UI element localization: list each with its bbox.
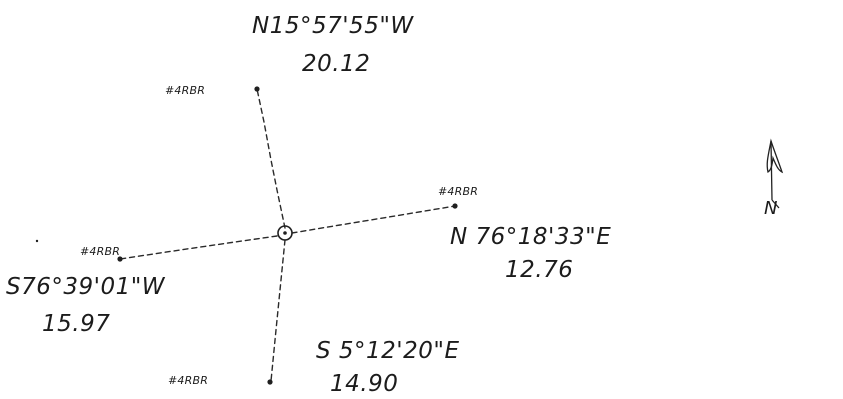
stray-mark bbox=[35, 239, 39, 243]
north-arrow-shaft bbox=[770, 140, 780, 209]
bearing-west: S76°39'01"W bbox=[6, 274, 166, 300]
tie-line-west bbox=[119, 235, 278, 260]
center-point bbox=[277, 225, 293, 241]
center-point-circle-icon bbox=[277, 225, 293, 241]
tie-point-east bbox=[452, 203, 458, 209]
distance-south: 14.90 bbox=[330, 371, 398, 397]
point-label-south: #4RBR bbox=[168, 374, 208, 387]
point-labels: #4RBR #4RBR #4RBR #4RBR bbox=[80, 84, 478, 387]
tie-point-west bbox=[117, 256, 123, 262]
distance-east: 12.76 bbox=[505, 257, 573, 283]
bearing-east: N 76°18'33"E bbox=[450, 224, 611, 250]
tie-line-east bbox=[291, 205, 456, 234]
tie-line-north bbox=[256, 88, 286, 229]
distance-west: 15.97 bbox=[42, 311, 110, 337]
tie-annotations: N15°57'55"W 20.12 N 76°18'33"E 12.76 S76… bbox=[6, 13, 611, 397]
center-point-dot bbox=[283, 231, 287, 235]
distance-north: 20.12 bbox=[302, 51, 370, 77]
tie-lines bbox=[119, 88, 456, 382]
tie-line-south bbox=[270, 239, 286, 382]
bearing-north: N15°57'55"W bbox=[252, 13, 414, 39]
north-arrow-letter: N bbox=[764, 198, 777, 219]
tie-point-south bbox=[267, 379, 273, 385]
point-label-east: #4RBR bbox=[438, 185, 478, 198]
tie-point-north bbox=[254, 86, 260, 92]
point-label-west: #4RBR bbox=[80, 245, 120, 258]
tie-points bbox=[35, 86, 458, 385]
bearing-south: S 5°12'20"E bbox=[316, 338, 460, 364]
point-label-north: #4RBR bbox=[165, 84, 205, 97]
north-arrow-head bbox=[766, 138, 784, 174]
north-arrow-icon: N bbox=[764, 138, 784, 219]
